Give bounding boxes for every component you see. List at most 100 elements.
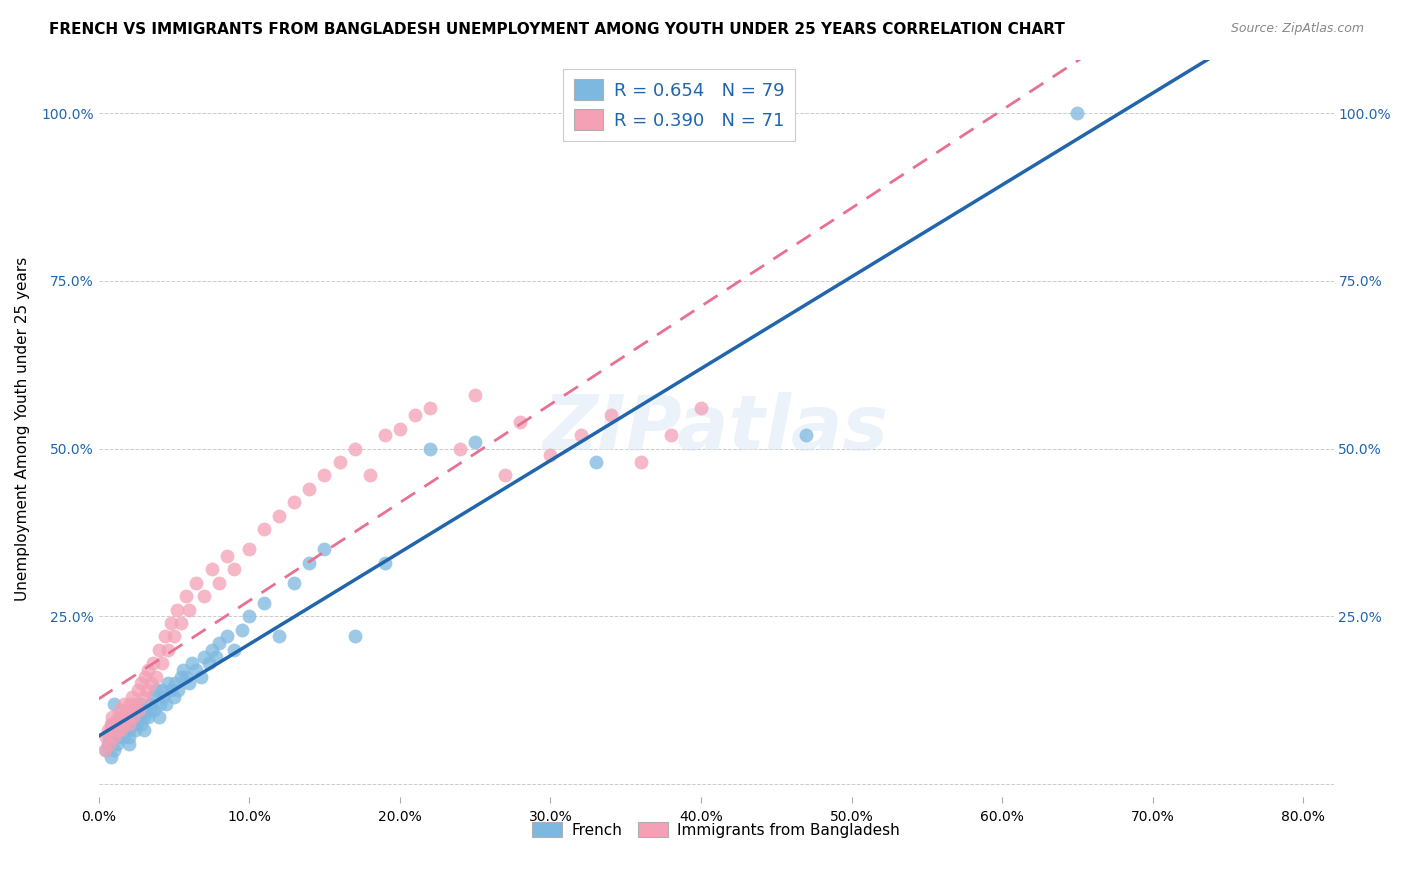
Point	[118, 716, 141, 731]
Text: FRENCH VS IMMIGRANTS FROM BANGLADESH UNEMPLOYMENT AMONG YOUTH UNDER 25 YEARS COR: FRENCH VS IMMIGRANTS FROM BANGLADESH UNE…	[49, 22, 1066, 37]
Point	[796, 428, 818, 442]
Point	[419, 442, 441, 456]
Point	[118, 730, 141, 744]
Point	[253, 596, 276, 610]
Point	[174, 589, 197, 603]
Point	[105, 723, 128, 738]
Point	[509, 415, 531, 429]
Point	[170, 670, 193, 684]
Point	[129, 676, 152, 690]
Point	[464, 388, 486, 402]
Point	[329, 455, 352, 469]
Point	[314, 468, 336, 483]
Point	[148, 710, 170, 724]
Point	[494, 468, 516, 483]
Text: Source: ZipAtlas.com: Source: ZipAtlas.com	[1230, 22, 1364, 36]
Point	[120, 697, 142, 711]
Point	[585, 455, 607, 469]
Point	[118, 703, 141, 717]
Point	[160, 615, 183, 630]
Point	[238, 542, 260, 557]
Point	[101, 710, 124, 724]
Point	[197, 657, 219, 671]
Point	[129, 697, 152, 711]
Point	[231, 623, 253, 637]
Point	[193, 649, 215, 664]
Point	[181, 657, 204, 671]
Point	[343, 442, 366, 456]
Point	[177, 602, 200, 616]
Point	[538, 448, 561, 462]
Point	[215, 630, 238, 644]
Point	[148, 643, 170, 657]
Point	[388, 421, 411, 435]
Point	[100, 716, 122, 731]
Point	[128, 703, 150, 717]
Point	[103, 730, 125, 744]
Point	[103, 716, 125, 731]
Point	[1066, 106, 1088, 120]
Point	[193, 589, 215, 603]
Point	[149, 697, 172, 711]
Point	[208, 575, 231, 590]
Point	[134, 703, 156, 717]
Point	[569, 428, 592, 442]
Point	[449, 442, 471, 456]
Point	[108, 723, 131, 738]
Point	[283, 575, 305, 590]
Point	[359, 468, 381, 483]
Point	[127, 683, 149, 698]
Point	[143, 703, 166, 717]
Point	[136, 663, 159, 677]
Text: ZIPatlas: ZIPatlas	[543, 392, 889, 466]
Point	[599, 408, 621, 422]
Point	[107, 730, 129, 744]
Point	[127, 710, 149, 724]
Point	[314, 542, 336, 557]
Point	[238, 609, 260, 624]
Point	[103, 716, 125, 731]
Point	[121, 710, 143, 724]
Point	[224, 562, 246, 576]
Point	[419, 401, 441, 416]
Point	[112, 723, 135, 738]
Point	[120, 716, 142, 731]
Point	[200, 562, 222, 576]
Point	[114, 703, 136, 717]
Point	[283, 495, 305, 509]
Point	[142, 657, 165, 671]
Point	[97, 723, 120, 738]
Point	[374, 556, 396, 570]
Point	[155, 697, 177, 711]
Point	[112, 697, 135, 711]
Point	[98, 737, 121, 751]
Point	[145, 670, 167, 684]
Point	[128, 703, 150, 717]
Point	[125, 716, 148, 731]
Point	[103, 697, 125, 711]
Point	[464, 434, 486, 449]
Point	[150, 683, 173, 698]
Point	[153, 630, 176, 644]
Point	[172, 663, 194, 677]
Point	[122, 703, 145, 717]
Point	[298, 556, 321, 570]
Point	[111, 716, 134, 731]
Point	[93, 743, 115, 757]
Point	[132, 710, 155, 724]
Point	[166, 602, 188, 616]
Point	[630, 455, 652, 469]
Point	[108, 703, 131, 717]
Point	[118, 723, 141, 738]
Point	[124, 723, 146, 738]
Point	[145, 683, 167, 698]
Point	[269, 508, 291, 523]
Point	[343, 630, 366, 644]
Point	[103, 730, 125, 744]
Point	[100, 723, 122, 738]
Point	[125, 710, 148, 724]
Point	[129, 716, 152, 731]
Point	[298, 482, 321, 496]
Point	[186, 575, 208, 590]
Y-axis label: Unemployment Among Youth under 25 years: Unemployment Among Youth under 25 years	[15, 256, 30, 600]
